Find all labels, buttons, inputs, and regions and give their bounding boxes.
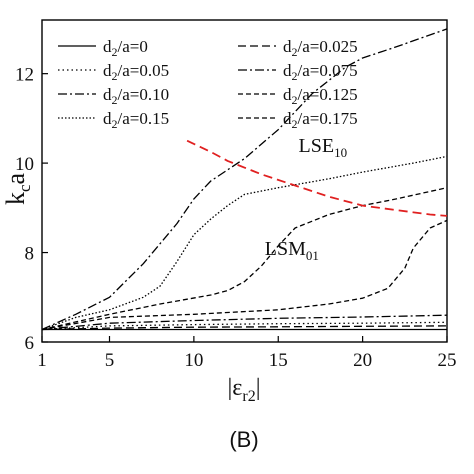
annotation-main: LSM [265,238,306,260]
legend-label-post: /a=0.025 [298,37,358,56]
y-tick-label: 10 [15,154,34,175]
series-line-2 [42,325,447,331]
plot-frame [41,19,448,343]
series-line-7 [42,155,447,331]
legend-item: d2/a=0.175 [238,109,358,131]
legend-item: d2/a=0.125 [238,85,358,107]
x-tick-label: 5 [105,350,115,371]
annotation-sub: 10 [334,145,347,160]
legend-label: d2/a=0.05 [103,61,169,83]
legend-label-pre: d [103,61,112,80]
legend-label-post: /a=0.075 [298,61,358,80]
series-line-6 [42,219,447,331]
legend-label-sub: 2 [292,117,298,131]
legend-label: d2/a=0.125 [283,85,358,107]
x-axis-label-sub: r2 [242,388,255,405]
legend-label: d2/a=0 [103,37,148,59]
legend-label-pre: d [283,109,292,128]
y-axis-label-sub: c [15,184,34,192]
legend-label-sub: 2 [292,69,298,83]
annotation-label: LSM01 [265,238,319,263]
y-axis-label-tail: a [1,173,30,185]
series-line-4 [42,314,447,331]
legend-label-sub: 2 [292,45,298,59]
legend-label-pre: d [103,37,112,56]
annotation-main: LSE [299,135,335,157]
series-line-red-curve [186,139,447,217]
y-tick-label: 12 [15,65,34,86]
x-axis-label-main: |ε [227,375,242,401]
series-line-8 [42,187,447,331]
legend-label-sub: 2 [112,93,118,107]
y-tick-label: 8 [25,244,35,265]
legend-label: d2/a=0.15 [103,109,169,131]
legend-item: d2/a=0.10 [58,85,169,107]
legend-item: d2/a=0.15 [58,109,169,131]
x-tick-label: 25 [438,350,457,371]
legend-item: d2/a=0 [58,37,148,59]
x-tick-label: 10 [184,350,203,371]
legend-item: d2/a=0.05 [58,61,169,83]
legend-label-pre: d [283,85,292,104]
panel-label: (B) [229,427,258,452]
y-axis-label: kca [1,173,34,206]
legend-label: d2/a=0.175 [283,109,358,131]
annotation-sub: 01 [306,248,319,263]
x-tick-label: 20 [353,350,372,371]
series-line-3 [42,321,447,331]
x-axis-label: |εr2| [227,375,260,405]
legend-item: d2/a=0.025 [238,37,358,59]
legend-label-pre: d [283,61,292,80]
x-axis-label-tail: | [256,375,261,401]
legend-label: d2/a=0.10 [103,85,169,107]
legend-label-pre: d [103,85,112,104]
y-tick-label: 6 [25,333,35,354]
legend-label-sub: 2 [112,117,118,131]
legend-label-post: /a=0.15 [118,109,170,128]
legend-label-post: /a=0.125 [298,85,358,104]
legend-label-pre: d [103,109,112,128]
legend-item: d2/a=0.075 [238,61,358,83]
legend-label-post: /a=0.10 [118,85,170,104]
legend-label: d2/a=0.075 [283,61,358,83]
x-tick-label: 1 [37,350,47,371]
annotations: LSE10 LSM01 [265,135,347,263]
annotation-label: LSE10 [299,135,348,160]
legend-label-pre: d [283,37,292,56]
legend-label-sub: 2 [112,45,118,59]
series-layer [42,28,447,331]
legend-label: d2/a=0.025 [283,37,358,59]
legend-label-post: /a=0.05 [118,61,170,80]
legend-label-sub: 2 [112,69,118,83]
x-tick-label: 15 [269,350,288,371]
legend-label-post: /a=0.175 [298,109,358,128]
legend-label-post: /a=0 [118,37,148,56]
y-axis-label-main: k [1,192,30,205]
legend-label-sub: 2 [292,93,298,107]
